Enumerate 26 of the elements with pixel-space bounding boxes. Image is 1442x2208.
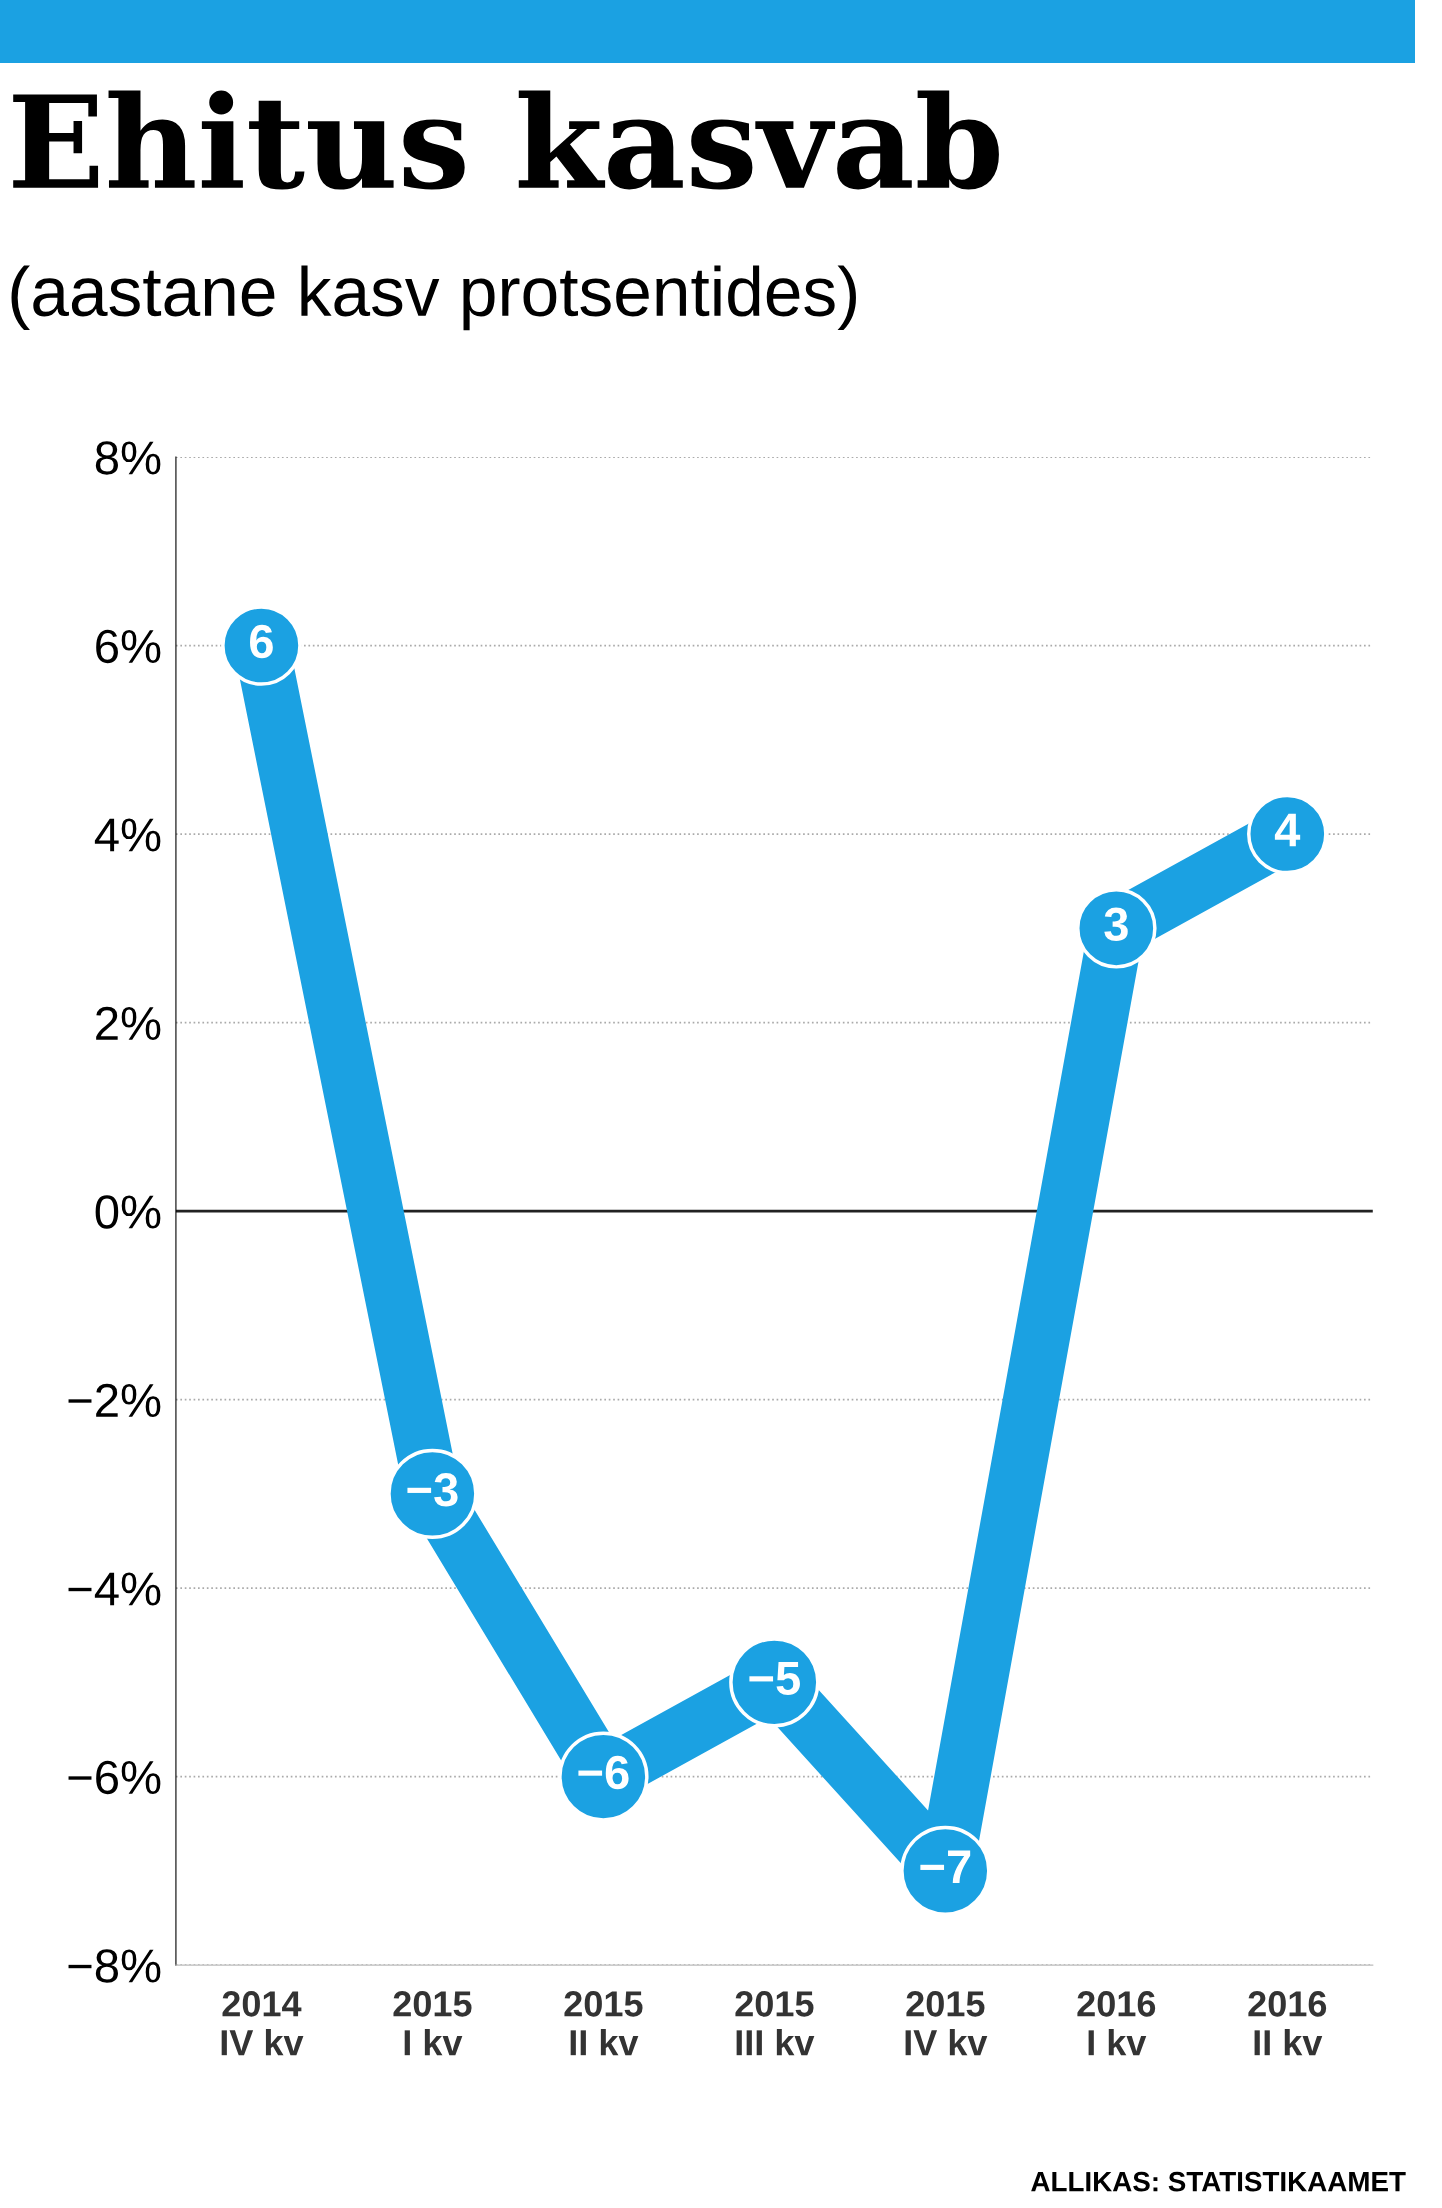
x-tick-label: 2015 III kv: [735, 1991, 815, 2056]
x-tick-label: 2015 I kv: [393, 1991, 472, 2056]
data-label: −5: [749, 1662, 800, 1696]
y-tick-label: 8%: [95, 441, 161, 475]
x-tick-label: 2014 IV kv: [221, 1991, 304, 2056]
text: ALLIKAS: STATISTIKAAMET: [1031, 2171, 1406, 2192]
y-tick-label: 0%: [95, 1195, 161, 1229]
y-tick-label: −8%: [68, 1949, 161, 1983]
y-tick-label: −4%: [68, 1572, 161, 1606]
y-tick-label: 4%: [94, 818, 161, 852]
data-label: 4: [1274, 813, 1301, 847]
y-tick-label: −6%: [68, 1760, 161, 1795]
x-tick-label: 2015 IV kv: [905, 1991, 988, 2056]
x-tick-label: 2016 I kv: [1077, 1991, 1156, 2056]
data-label: 3: [1104, 907, 1128, 942]
y-tick-label: 2%: [96, 1006, 161, 1040]
chart-title: Ehitus kasvab: [13, 90, 999, 190]
y-tick-label: 6%: [96, 629, 161, 664]
x-tick-label: 2016 II kv: [1248, 1991, 1327, 2056]
data-label: −6: [578, 1755, 629, 1790]
data-label: −3: [407, 1473, 458, 1507]
x-tick-label: 2015 II kv: [564, 1991, 643, 2056]
chart-subtitle: (aastane kasv protsentides): [11, 265, 856, 331]
y-tick-label: −2%: [68, 1383, 161, 1417]
data-label: 6: [250, 624, 273, 659]
data-label: −7: [920, 1850, 971, 1884]
